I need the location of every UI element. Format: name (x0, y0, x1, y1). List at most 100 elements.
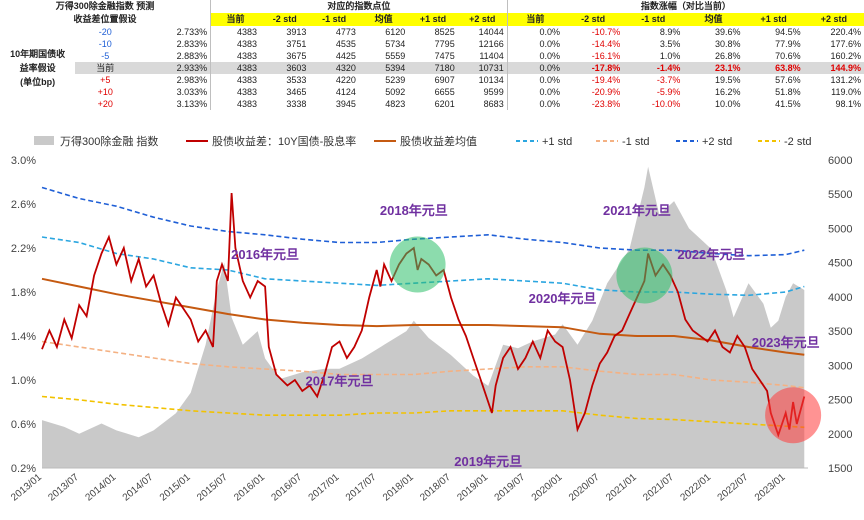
change-cell: 10.0% (715, 99, 741, 109)
legend-label: 万得300除金融 指数 (60, 134, 158, 148)
legend-label: 股债收益差均值 (400, 134, 477, 148)
x-tick-label: 2018/01 (381, 472, 416, 504)
change-cell: -20.9% (591, 87, 621, 97)
y-right-tick-label: 3500 (828, 326, 852, 338)
point-cell: 14044 (478, 27, 504, 37)
x-tick-label: 2015/01 (158, 472, 193, 504)
point-cell: 4383 (210, 38, 261, 50)
y-left-tick-label: 1.8% (11, 287, 36, 299)
change-cell: 8.9% (659, 27, 681, 37)
change-cell: 39.6% (715, 27, 741, 37)
change-cell: 63.8% (743, 62, 804, 74)
change-cell: -19.4% (591, 75, 621, 85)
x-tick-label: 2016/07 (269, 472, 304, 504)
point-cell: 9599 (483, 87, 504, 97)
point-cell: 3603 (260, 62, 310, 74)
point-cell: 4383 (210, 50, 261, 62)
change-cell: 0.0% (506, 86, 564, 98)
annotation-label: 2019年元旦 (454, 454, 522, 469)
point-cell: 4124 (335, 87, 356, 97)
change-cell: 57.6% (775, 75, 801, 85)
change-cell: 0.0% (506, 26, 564, 38)
change-cell: -10.7% (591, 27, 621, 37)
x-tick-label: 2020/01 (530, 472, 565, 504)
change-cell: -17.8% (563, 62, 624, 74)
yield-value: 2.933% (135, 62, 211, 74)
change-cell: 30.8% (715, 39, 741, 49)
point-cell: 8683 (483, 99, 504, 109)
y-left-tick-label: 2.6% (11, 199, 36, 211)
yield-value: 3.033% (176, 87, 208, 97)
yield-value: 2.883% (176, 51, 208, 61)
col-header: +2 std (457, 13, 508, 26)
x-tick-label: 2023/01 (753, 472, 788, 504)
yield-shift: +20 (97, 99, 113, 109)
y-right-tick-label: 4500 (828, 258, 852, 270)
y-left-tick-label: 1.0% (11, 375, 36, 387)
y-right-tick-label: 5000 (828, 223, 852, 235)
x-tick-label: 2014/01 (84, 472, 119, 504)
change-cell: -1.4% (623, 62, 684, 74)
y-right-tick-label: 1500 (828, 463, 852, 475)
point-cell: 3338 (286, 99, 307, 109)
point-cell: 3675 (286, 51, 307, 61)
yield-shift: +10 (97, 87, 113, 97)
point-cell: 5734 (385, 39, 406, 49)
point-cell: 7475 (434, 51, 455, 61)
x-tick-label: 2014/07 (121, 472, 156, 504)
point-cell: 4773 (335, 27, 356, 37)
row-header-line: 10年期国债收 (10, 49, 66, 59)
x-tick-label: 2018/07 (418, 472, 453, 504)
col-header: -1 std (309, 13, 359, 26)
x-tick-label: 2022/01 (678, 472, 713, 504)
change-cell: 77.9% (775, 39, 801, 49)
spread-chart: 万得300除金融 指数 股债收益差：10Y国债-股息率 股债收益差均值 +1 std -… (9, 134, 852, 504)
group-points-header: 对应的指数点位 (210, 0, 508, 13)
y-right-tick-label: 6000 (828, 155, 852, 167)
legend-label: +1 std (542, 136, 572, 148)
col-header: -1 std (623, 13, 684, 26)
point-cell: 6907 (434, 75, 455, 85)
point-cell: 12166 (478, 39, 504, 49)
x-tick-label: 2019/01 (455, 472, 490, 504)
yield-shift: -5 (101, 51, 110, 61)
annotation-label: 2020年元旦 (529, 291, 597, 306)
y-right-tick-label: 5500 (828, 189, 852, 201)
point-cell: 8525 (434, 27, 455, 37)
plus2-std-line (41, 186, 805, 257)
change-cell: 177.6% (830, 39, 861, 49)
chart-legend: 万得300除金融 指数 股债收益差：10Y国债-股息率 股债收益差均值 +1 std -… (34, 134, 812, 148)
col-header: -2 std (260, 13, 310, 26)
point-cell: 5394 (358, 62, 409, 74)
change-cell: 41.5% (775, 99, 801, 109)
change-cell: 94.5% (775, 27, 801, 37)
x-tick-label: 2021/01 (604, 472, 639, 504)
point-cell: 4383 (210, 86, 261, 98)
y-right-tick-label: 2000 (828, 429, 852, 441)
point-cell: 4220 (335, 75, 356, 85)
change-cell: 0.0% (506, 62, 564, 74)
chart-annotations: 2018年元旦 2016年元旦 2017年元旦 2019年元旦 2020年元旦 2021年… (231, 203, 822, 469)
point-cell: 3913 (286, 27, 307, 37)
forecast-table: 万得300除金融指数 预测 对应的指数点位 指数涨幅（对比当前） 收益差位置假设 当前 -… (0, 0, 864, 118)
legend-swatch (34, 136, 54, 145)
annotation-label: 2018年元旦 (380, 203, 448, 218)
y-right-tick-label: 3000 (828, 360, 852, 372)
point-cell: 6655 (434, 87, 455, 97)
minus1-std-line (41, 340, 805, 389)
change-cell: 220.4% (830, 27, 861, 37)
col-header: 当前 (210, 13, 261, 26)
point-cell: 4535 (335, 39, 356, 49)
change-cell: 0.0% (506, 38, 564, 50)
col-header: 均值 (358, 13, 409, 26)
x-tick-label: 2020/07 (567, 472, 602, 504)
green-circle-2018 (389, 236, 446, 293)
yield-shift: 当前 (75, 62, 136, 74)
change-cell: 1.0% (659, 51, 681, 61)
y-right-tick-label: 4000 (828, 292, 852, 304)
point-cell: 5559 (385, 51, 406, 61)
y-right-tick-label: 2500 (828, 395, 852, 407)
col-header: +2 std (803, 13, 864, 26)
yield-value: 2.833% (176, 39, 208, 49)
change-cell: 98.1% (835, 99, 861, 109)
